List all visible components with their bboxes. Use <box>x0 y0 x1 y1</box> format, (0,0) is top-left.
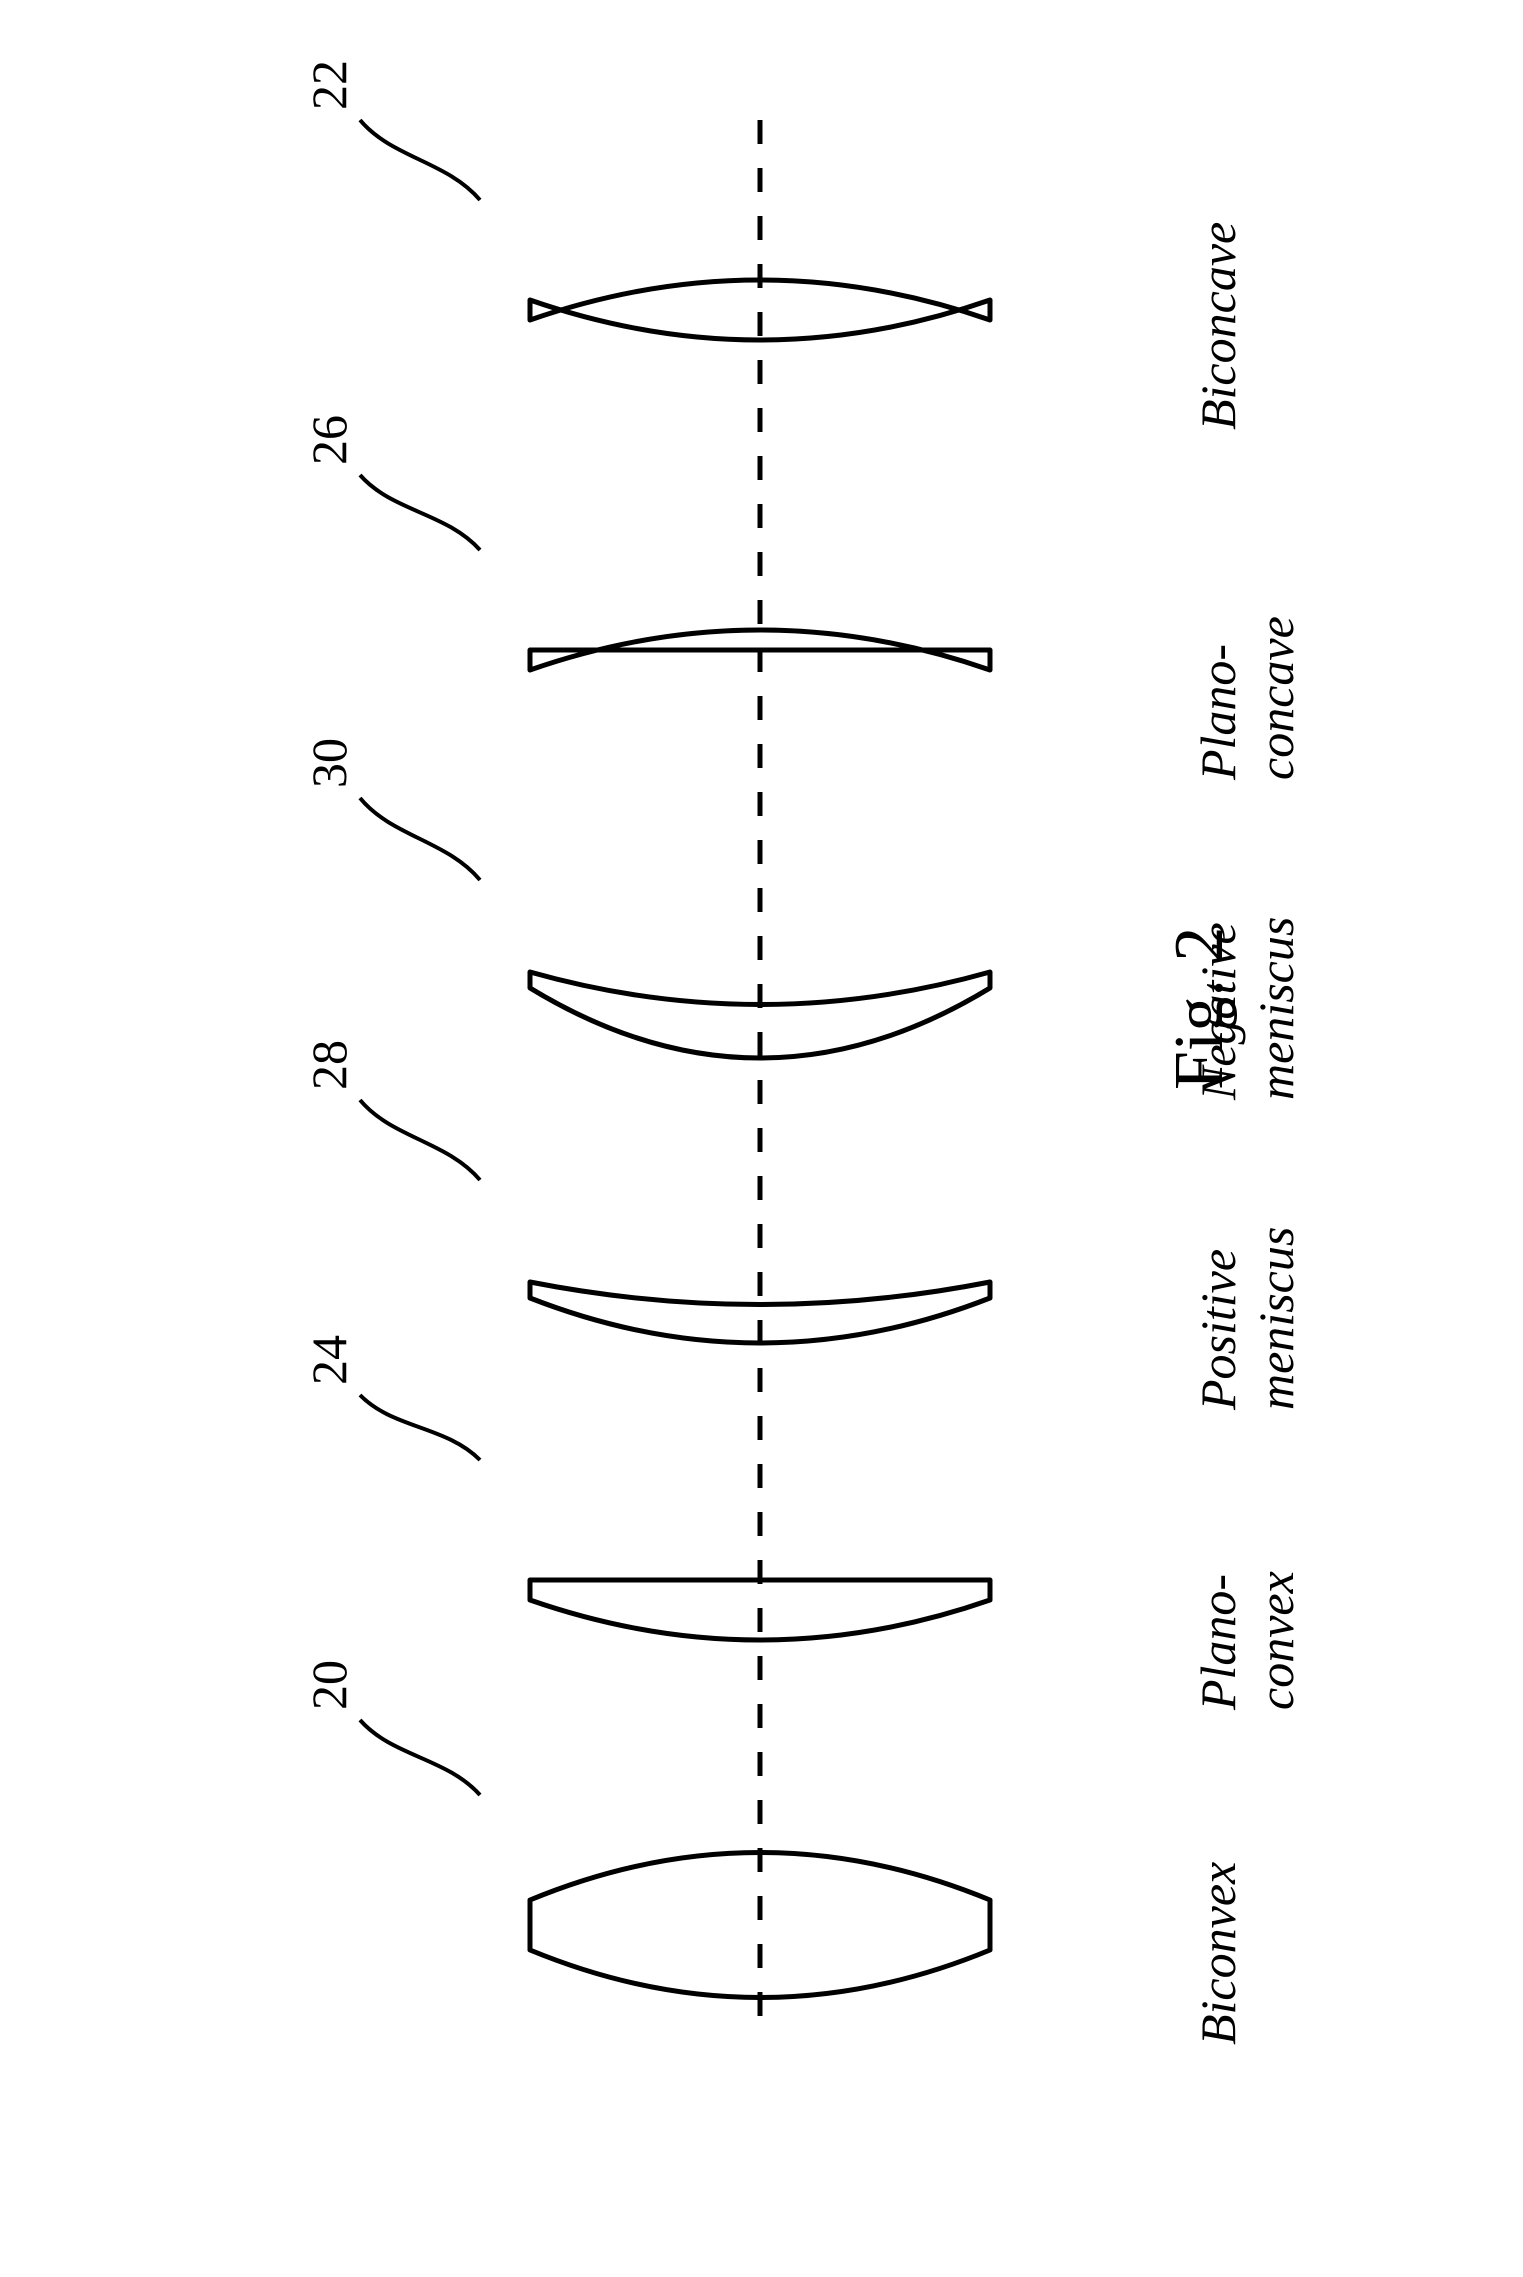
leader-positive-meniscus <box>360 1100 480 1180</box>
ref-negative-meniscus: 30 <box>300 738 358 788</box>
caption-positive-meniscus: Positive meniscus <box>1190 1150 1305 1410</box>
caption-biconvex: Biconvex <box>1190 1785 1248 2045</box>
caption-biconcave: Biconcave <box>1190 170 1248 430</box>
ref-biconcave: 22 <box>300 60 358 110</box>
lens-negative-meniscus <box>530 972 990 1058</box>
lens-biconcave <box>530 280 990 340</box>
caption-plano-concave: Plano- concave <box>1190 520 1305 780</box>
ref-positive-meniscus: 28 <box>300 1040 358 1090</box>
caption-plano-convex: Plano- convex <box>1190 1450 1305 1710</box>
caption-negative-meniscus: Negative meniscus <box>1190 840 1305 1100</box>
lens-plano-convex <box>530 1580 990 1640</box>
leader-negative-meniscus <box>360 798 480 880</box>
leader-biconvex <box>360 1720 480 1795</box>
leader-plano-convex <box>360 1395 480 1460</box>
lens-positive-meniscus <box>530 1282 990 1343</box>
lens-plano-concave <box>530 630 990 670</box>
leader-biconcave <box>360 120 480 200</box>
lenses-layer <box>0 0 1523 2277</box>
ref-biconvex: 20 <box>300 1660 358 1710</box>
lens-biconvex <box>530 1853 990 1998</box>
ref-plano-concave: 26 <box>300 415 358 465</box>
figure-page: Fig. 2 20Biconvex24Plano- convex28Positi… <box>0 0 1523 2277</box>
leader-plano-concave <box>360 475 480 550</box>
ref-plano-convex: 24 <box>300 1335 358 1385</box>
